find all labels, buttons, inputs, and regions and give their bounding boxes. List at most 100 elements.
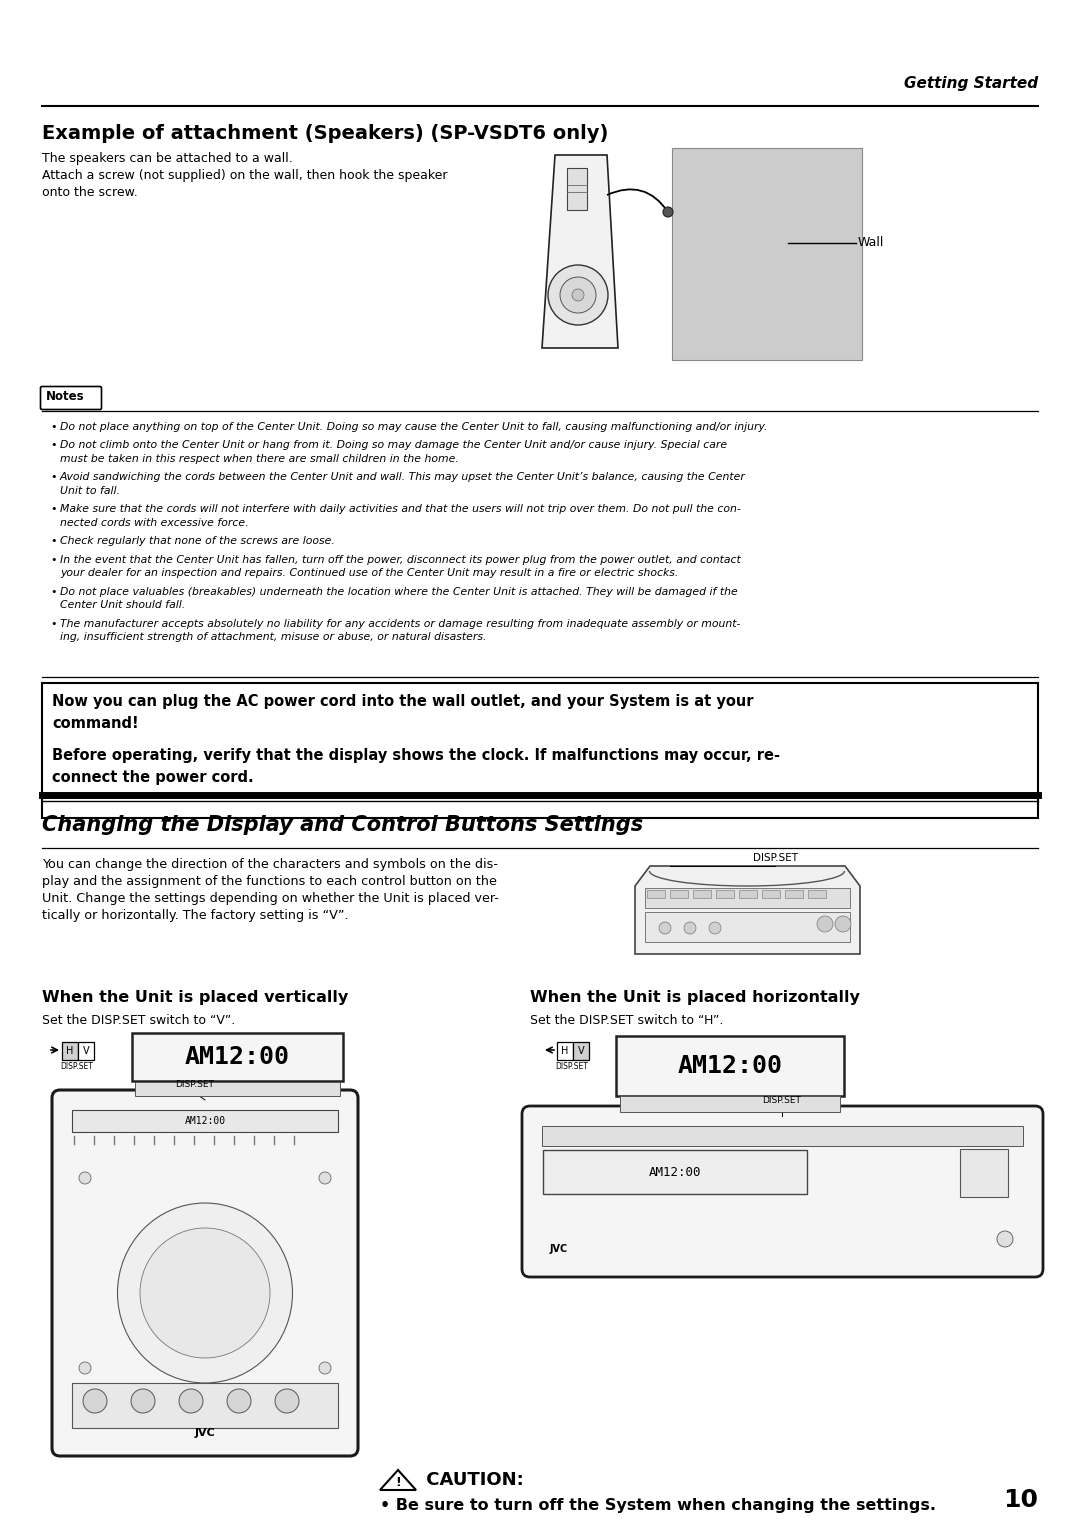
- FancyBboxPatch shape: [132, 1033, 343, 1080]
- Text: Now you can plug the AC power cord into the wall outlet, and your System is at y: Now you can plug the AC power cord into …: [52, 694, 754, 709]
- Circle shape: [997, 1232, 1013, 1247]
- Text: Changing the Display and Control Buttons Settings: Changing the Display and Control Buttons…: [42, 814, 643, 834]
- Bar: [645, 912, 850, 941]
- Text: Make sure that the cords will not interfere with daily activities and that the u: Make sure that the cords will not interf…: [60, 504, 741, 515]
- Circle shape: [835, 915, 851, 932]
- Text: H: H: [66, 1047, 73, 1056]
- Bar: [762, 889, 780, 898]
- Text: •: •: [50, 440, 56, 451]
- Text: play and the assignment of the functions to each control button on the: play and the assignment of the functions…: [42, 876, 497, 888]
- Text: Avoid sandwiching the cords between the Center Unit and wall. This may upset the: Avoid sandwiching the cords between the …: [60, 472, 746, 483]
- Text: Center Unit should fall.: Center Unit should fall.: [60, 601, 186, 611]
- Bar: [693, 889, 711, 898]
- Text: The speakers can be attached to a wall.: The speakers can be attached to a wall.: [42, 151, 293, 165]
- Text: •: •: [50, 587, 56, 597]
- Text: ing, insufficient strength of attachment, misuse or abuse, or natural disasters.: ing, insufficient strength of attachment…: [60, 633, 486, 642]
- Circle shape: [83, 1389, 107, 1413]
- FancyBboxPatch shape: [616, 1036, 843, 1096]
- Text: Unit. Change the settings depending on whether the Unit is placed ver-: Unit. Change the settings depending on w…: [42, 892, 499, 905]
- Text: DISP.SET: DISP.SET: [60, 1062, 93, 1071]
- FancyBboxPatch shape: [42, 683, 1038, 817]
- Text: •: •: [50, 536, 56, 547]
- Bar: [645, 888, 850, 908]
- Text: must be taken in this respect when there are small children in the home.: must be taken in this respect when there…: [60, 454, 459, 465]
- Text: Set the DISP.SET switch to “V”.: Set the DISP.SET switch to “V”.: [42, 1015, 235, 1027]
- Polygon shape: [380, 1470, 416, 1490]
- Bar: [542, 1126, 1023, 1146]
- Text: !: !: [395, 1476, 401, 1488]
- Text: tically or horizontally. The factory setting is “V”.: tically or horizontally. The factory set…: [42, 909, 349, 921]
- Text: S: S: [188, 1259, 221, 1311]
- Text: DIRECT MONITORING: DIRECT MONITORING: [172, 1320, 239, 1325]
- Text: AM12:00: AM12:00: [677, 1054, 783, 1077]
- Text: Notes: Notes: [46, 390, 84, 403]
- Bar: [557, 1042, 573, 1060]
- Text: The manufacturer accepts absolutely no liability for any accidents or damage res: The manufacturer accepts absolutely no l…: [60, 619, 741, 630]
- Bar: [808, 889, 826, 898]
- Circle shape: [79, 1361, 91, 1374]
- Text: AM12:00: AM12:00: [649, 1166, 701, 1178]
- Text: Getting Started: Getting Started: [904, 76, 1038, 92]
- Text: DISP.SET: DISP.SET: [753, 853, 797, 863]
- Text: DISP.SET: DISP.SET: [176, 1080, 215, 1089]
- Circle shape: [572, 289, 584, 301]
- FancyBboxPatch shape: [543, 1151, 807, 1193]
- Text: Example of attachment (Speakers) (SP-VSDT6 only): Example of attachment (Speakers) (SP-VSD…: [42, 124, 608, 144]
- Bar: [72, 1383, 338, 1429]
- Circle shape: [319, 1172, 330, 1184]
- FancyBboxPatch shape: [52, 1089, 357, 1456]
- Text: In the event that the Center Unit has fallen, turn off the power, disconnect its: In the event that the Center Unit has fa…: [60, 555, 741, 565]
- Text: •: •: [50, 504, 56, 515]
- Text: H: H: [562, 1047, 569, 1056]
- Bar: [567, 168, 588, 209]
- Text: Do not climb onto the Center Unit or hang from it. Doing so may damage the Cente: Do not climb onto the Center Unit or han…: [60, 440, 727, 451]
- Circle shape: [227, 1389, 251, 1413]
- Text: nected cords with excessive force.: nected cords with excessive force.: [60, 518, 248, 529]
- Ellipse shape: [140, 1229, 270, 1358]
- Circle shape: [179, 1389, 203, 1413]
- Polygon shape: [635, 866, 860, 953]
- Bar: [72, 1109, 338, 1132]
- Bar: [960, 1149, 1008, 1196]
- Text: Wall: Wall: [858, 237, 885, 249]
- Text: Set the DISP.SET switch to “H”.: Set the DISP.SET switch to “H”.: [530, 1015, 724, 1027]
- Text: •: •: [50, 619, 56, 630]
- Text: AM12:00: AM12:00: [185, 1045, 289, 1070]
- Text: JVC: JVC: [194, 1429, 215, 1438]
- Text: DISP.SET: DISP.SET: [762, 1096, 801, 1105]
- Circle shape: [131, 1389, 156, 1413]
- Text: •: •: [50, 555, 56, 565]
- Text: Unit to fall.: Unit to fall.: [60, 486, 120, 497]
- Circle shape: [275, 1389, 299, 1413]
- Circle shape: [816, 915, 833, 932]
- Text: You can change the direction of the characters and symbols on the dis-: You can change the direction of the char…: [42, 859, 498, 871]
- Bar: [573, 1042, 589, 1060]
- Circle shape: [319, 1361, 330, 1374]
- Bar: [135, 1082, 340, 1096]
- Circle shape: [659, 921, 671, 934]
- Circle shape: [708, 921, 721, 934]
- Ellipse shape: [118, 1203, 293, 1383]
- Text: AM12:00: AM12:00: [185, 1115, 226, 1126]
- Text: command!: command!: [52, 717, 138, 730]
- Polygon shape: [672, 148, 862, 361]
- FancyBboxPatch shape: [41, 387, 102, 410]
- Text: •: •: [50, 472, 56, 483]
- Circle shape: [79, 1172, 91, 1184]
- Bar: [620, 1096, 840, 1112]
- Text: Do not place valuables (breakables) underneath the location where the Center Uni: Do not place valuables (breakables) unde…: [60, 587, 738, 597]
- Text: onto the screw.: onto the screw.: [42, 186, 138, 199]
- Text: Check regularly that none of the screws are loose.: Check regularly that none of the screws …: [60, 536, 335, 547]
- Bar: [739, 889, 757, 898]
- Text: • Be sure to turn off the System when changing the settings.: • Be sure to turn off the System when ch…: [380, 1497, 936, 1513]
- Text: your dealer for an inspection and repairs. Continued use of the Center Unit may : your dealer for an inspection and repair…: [60, 568, 678, 579]
- Bar: [62, 1042, 78, 1060]
- Text: CAUTION:: CAUTION:: [420, 1471, 524, 1488]
- Bar: [785, 889, 804, 898]
- Text: When the Unit is placed vertically: When the Unit is placed vertically: [42, 990, 348, 1005]
- Text: 10: 10: [1003, 1488, 1038, 1513]
- Bar: [716, 889, 734, 898]
- FancyBboxPatch shape: [522, 1106, 1043, 1277]
- Circle shape: [548, 264, 608, 325]
- Circle shape: [561, 277, 596, 313]
